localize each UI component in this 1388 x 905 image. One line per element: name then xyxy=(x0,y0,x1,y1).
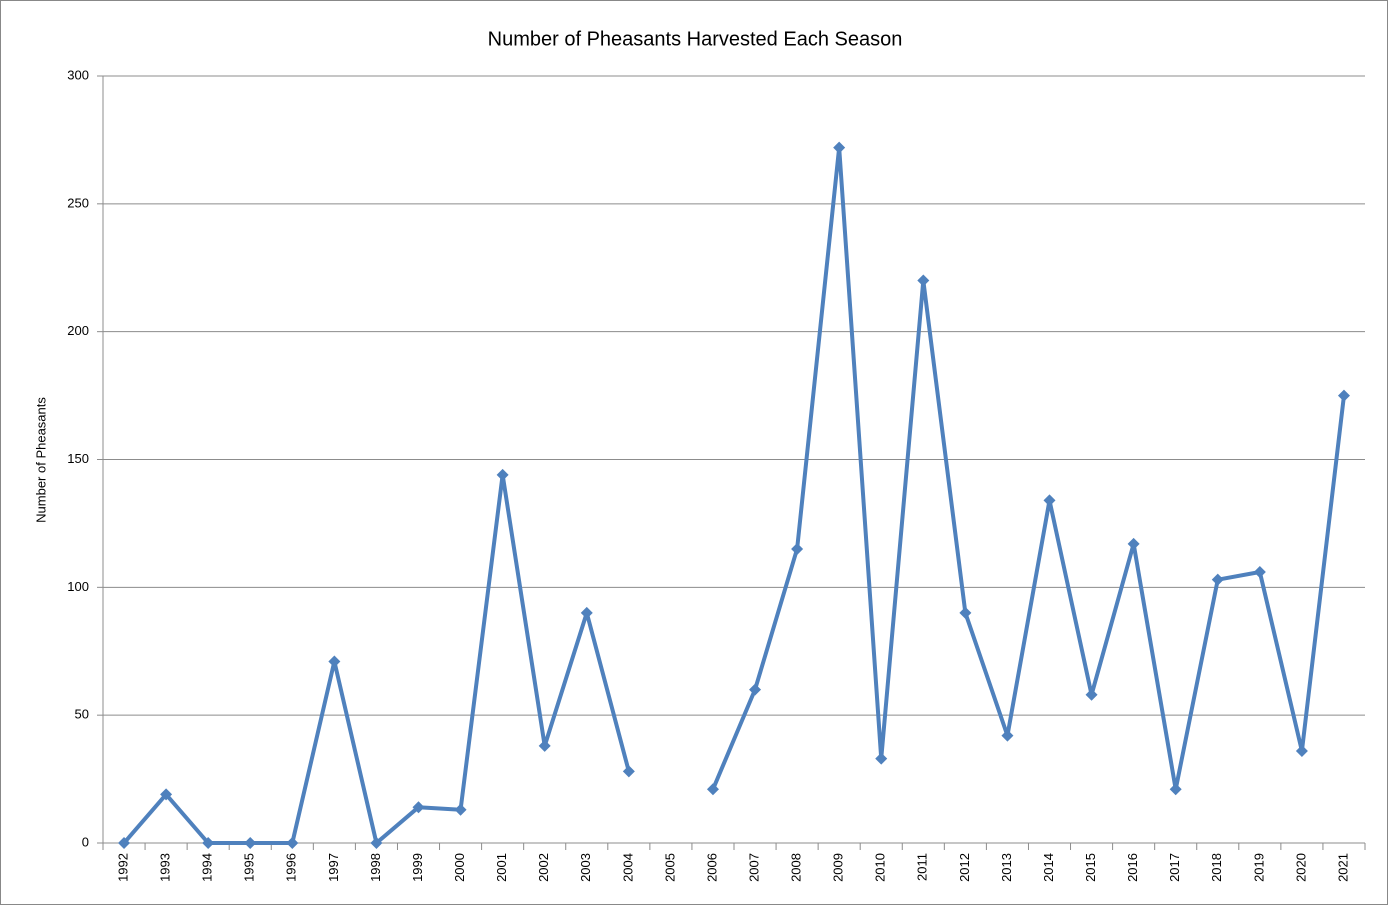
x-tick-label: 2003 xyxy=(578,853,593,882)
data-point xyxy=(791,542,804,555)
data-point xyxy=(1295,744,1308,757)
x-tick-label: 1995 xyxy=(242,853,257,882)
data-point xyxy=(160,788,173,801)
x-tick-label: 1998 xyxy=(368,853,383,882)
x-tick-label: 2010 xyxy=(873,853,888,882)
x-tick-label: 1999 xyxy=(410,853,425,882)
x-tick-label: 2019 xyxy=(1251,853,1266,882)
data-point xyxy=(1169,783,1182,796)
data-point xyxy=(496,468,509,481)
data-point xyxy=(917,274,930,287)
data-point xyxy=(286,837,299,849)
data-point xyxy=(833,141,846,154)
data-point xyxy=(749,683,762,696)
data-point xyxy=(244,837,257,849)
x-tick-label: 1992 xyxy=(115,853,130,882)
y-tick-label: 250 xyxy=(67,195,89,210)
y-axis-label: Number of Pheasants xyxy=(33,397,48,523)
x-tick-label: 2017 xyxy=(1167,853,1182,882)
data-point xyxy=(1085,688,1098,701)
x-tick-label: 2016 xyxy=(1125,853,1140,882)
x-tick-label: 2002 xyxy=(536,853,551,882)
y-tick-label: 50 xyxy=(75,707,89,722)
x-tick-label: 2009 xyxy=(831,853,846,882)
y-tick-label: 150 xyxy=(67,451,89,466)
data-point xyxy=(370,837,383,849)
x-tick-label: 2007 xyxy=(746,853,761,882)
data-point xyxy=(622,765,635,778)
x-tick-label: 2000 xyxy=(452,853,467,882)
x-tick-label: 1994 xyxy=(200,853,215,882)
data-point xyxy=(454,803,467,816)
data-point xyxy=(1127,537,1140,550)
data-point xyxy=(1337,389,1350,402)
data-point xyxy=(1253,565,1266,578)
x-tick-label: 2015 xyxy=(1083,853,1098,882)
chart-title: Number of Pheasants Harvested Each Seaso… xyxy=(488,28,903,50)
data-point xyxy=(1211,573,1224,586)
x-tick-label: 2020 xyxy=(1293,853,1308,882)
data-point xyxy=(1043,494,1056,507)
data-point xyxy=(959,606,972,619)
x-tick-label: 2014 xyxy=(1041,853,1056,882)
data-point xyxy=(328,655,341,668)
y-tick-label: 100 xyxy=(67,579,89,594)
data-point xyxy=(875,752,888,765)
data-point xyxy=(538,739,551,752)
x-tick-label: 2005 xyxy=(662,853,677,882)
x-tick-label: 1997 xyxy=(326,853,341,882)
x-tick-label: 1993 xyxy=(158,853,173,882)
y-tick-label: 200 xyxy=(67,323,89,338)
x-tick-label: 2008 xyxy=(789,853,804,882)
data-point xyxy=(580,606,593,619)
data-point xyxy=(1001,729,1014,742)
x-tick-label: 2006 xyxy=(704,853,719,882)
x-tick-label: 2018 xyxy=(1209,853,1224,882)
x-tick-label: 2011 xyxy=(915,853,930,881)
x-tick-label: 2012 xyxy=(957,853,972,882)
data-point xyxy=(412,801,425,814)
data-point xyxy=(202,837,215,849)
x-tick-label: 2001 xyxy=(494,853,509,882)
data-point xyxy=(118,837,131,849)
y-tick-label: 300 xyxy=(67,67,89,82)
x-tick-label: 2021 xyxy=(1335,853,1350,882)
data-point xyxy=(706,783,719,796)
x-tick-label: 2004 xyxy=(620,853,635,882)
x-tick-label: 1996 xyxy=(284,853,299,882)
x-tick-label: 2013 xyxy=(999,853,1014,882)
y-tick-label: 0 xyxy=(82,834,89,849)
